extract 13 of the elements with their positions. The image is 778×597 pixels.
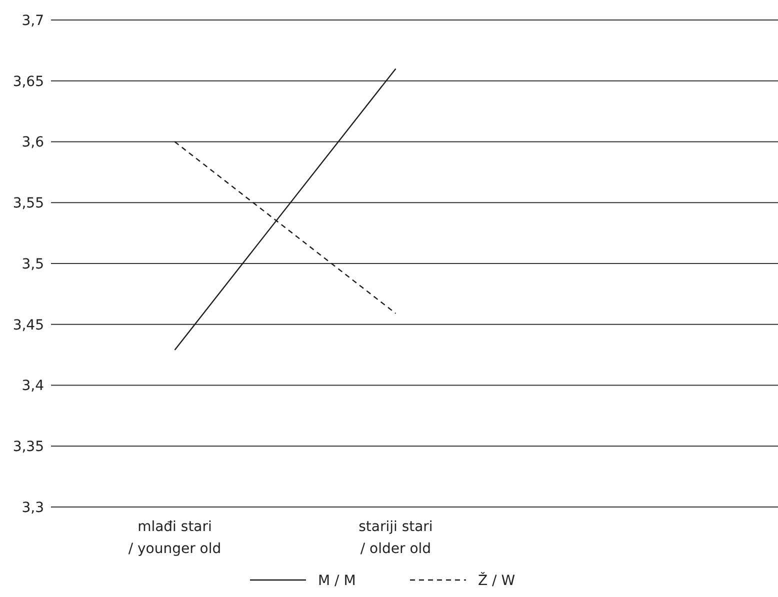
legend-label: Ž / W xyxy=(478,572,516,589)
x-tick-label: mlađi stari / younger old xyxy=(128,519,222,557)
y-tick-label: 3,55 xyxy=(12,196,44,212)
y-tick-label: 3,7 xyxy=(22,12,44,29)
y-tick-label: 3,3 xyxy=(22,500,44,516)
y-tick-label: 3,65 xyxy=(12,74,44,90)
y-tick-label: 3,45 xyxy=(12,317,44,334)
y-tick-label: 3,6 xyxy=(22,134,44,151)
legend-label: M / M xyxy=(318,573,356,589)
y-tick-label: 3,5 xyxy=(22,256,44,272)
x-tick-label: stariji stari / older old xyxy=(358,519,433,557)
y-tick-label: 3,4 xyxy=(22,378,44,394)
y-tick-label: 3,35 xyxy=(12,439,44,456)
